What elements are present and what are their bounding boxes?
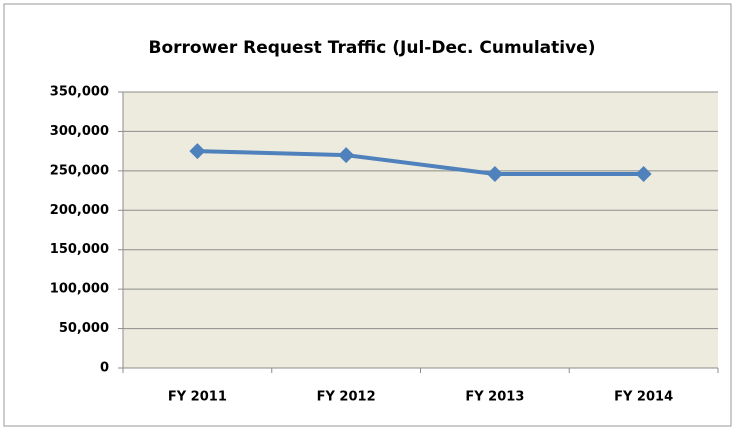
y-tick-label: 350,000 [50, 85, 109, 100]
y-tick-label: 300,000 [50, 124, 109, 139]
x-tick-label: FY 2014 [614, 390, 673, 405]
y-tick-label: 150,000 [50, 242, 109, 257]
plot-area [123, 92, 718, 368]
y-tick-label: 0 [100, 361, 109, 376]
y-tick-label: 200,000 [50, 203, 109, 218]
marker [189, 143, 206, 160]
line-series [197, 149, 644, 177]
marker [338, 147, 355, 164]
chart-title: Borrower Request Traffic (Jul-Dec. Cumul… [149, 38, 596, 58]
x-tick-label: FY 2013 [465, 390, 524, 405]
y-tick-label: 100,000 [50, 282, 109, 297]
y-tick-label: 250,000 [50, 163, 109, 178]
marker [486, 166, 503, 183]
marker [635, 166, 652, 183]
y-tick-label: 50,000 [59, 321, 109, 336]
x-tick-label: FY 2012 [317, 390, 376, 405]
x-tick-label: FY 2011 [168, 390, 227, 405]
